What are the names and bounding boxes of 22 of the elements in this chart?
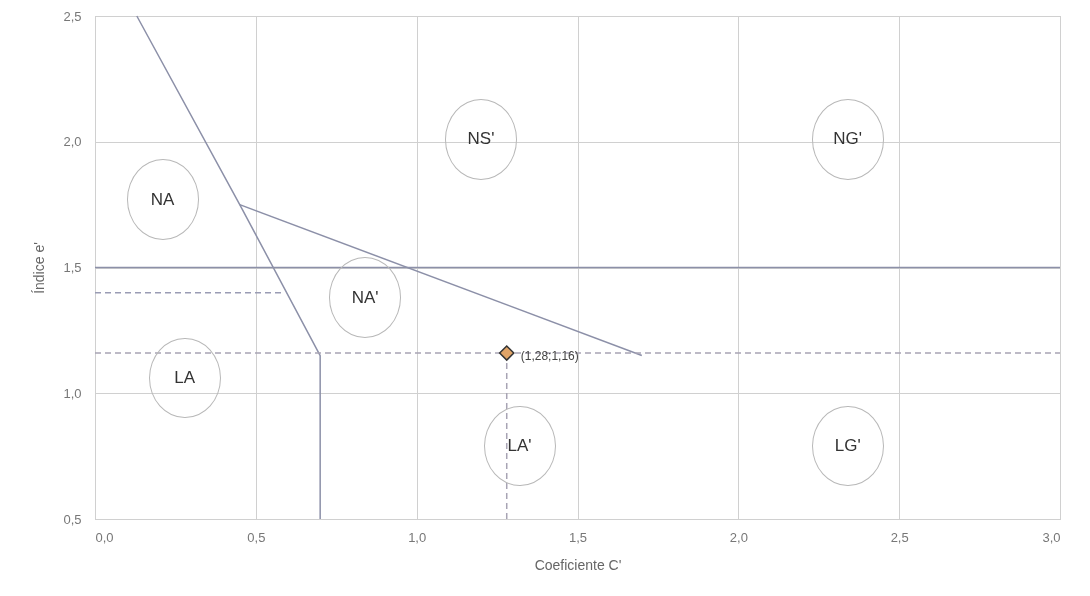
annotation: NA'	[350, 286, 380, 309]
y-tick-label: 1,0	[63, 385, 82, 401]
annotation: LA'	[506, 435, 533, 458]
y-axis-title: Índice e'	[31, 242, 48, 294]
x-tick-label: 2,0	[729, 529, 748, 545]
y-tick-label: 2,5	[63, 8, 82, 24]
x-tick-label: 1,0	[408, 529, 427, 545]
annotation: NG'	[832, 128, 864, 151]
x-axis-title: Coeficiente C'	[534, 556, 622, 573]
annotation: NA	[149, 188, 176, 211]
x-tick-label: 3,0	[1042, 529, 1061, 545]
x-tick-label: 0,0	[95, 529, 114, 545]
y-tick-label: 1,5	[63, 260, 82, 275]
y-tick-label: 0,5	[63, 511, 82, 527]
x-tick-label: 2,5	[890, 529, 909, 545]
y-tick-label: 2,0	[63, 134, 82, 150]
annotation: LA	[173, 367, 197, 390]
x-tick-label: 1,5	[568, 529, 588, 545]
annotation: NS'	[466, 128, 496, 151]
annotation: LG'	[833, 435, 862, 458]
x-tick-label: 0,5	[247, 529, 266, 545]
data-label: (1,28;1,16)	[520, 349, 579, 364]
